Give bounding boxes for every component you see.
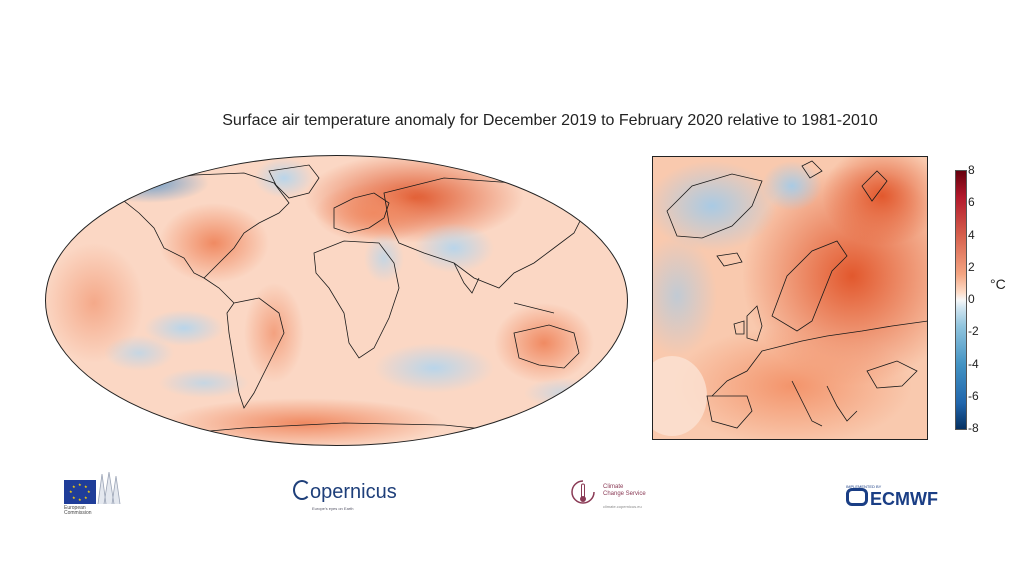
alaska-cool-anomaly [89, 163, 209, 203]
colorbar-tick: 4 [968, 227, 975, 242]
greenland-cool-anomaly [652, 161, 777, 251]
copernicus-logo: opernicus [293, 480, 397, 504]
world-anomaly-map [45, 155, 628, 446]
europe-map-border [652, 156, 928, 440]
colorbar-tick: 8 [968, 163, 975, 177]
temperature-colorbar [955, 170, 967, 430]
c3s-logo-text: Climate Change Service [603, 484, 646, 497]
colorbar-tick: 6 [968, 195, 975, 210]
map-title: Surface air temperature anomaly for Dece… [222, 112, 878, 129]
copernicus-c-icon [293, 480, 311, 500]
colorbar-tick: -4 [968, 356, 979, 371]
c3s-thermometer-icon [571, 480, 595, 504]
colorbar-tick: -2 [968, 324, 979, 339]
ecmwf-logo: ECMWF [846, 488, 938, 510]
world-map-border [45, 155, 628, 446]
colorbar-unit: °C [990, 276, 1006, 292]
copernicus-tagline: Europe's eyes on Earth [312, 506, 354, 511]
colorbar-tick: -8 [968, 421, 979, 435]
europe-coastlines [666, 160, 928, 429]
ec-logo-text: European Commission [64, 505, 92, 516]
ec-building-icon [97, 471, 121, 504]
ecmwf-mark-icon [846, 488, 868, 506]
colorbar-tick: 0 [968, 292, 975, 306]
colorbar-tick: -6 [968, 388, 979, 403]
colorbar-tick: 2 [968, 259, 975, 274]
europe-anomaly-map [652, 156, 928, 440]
eu-flag-icon: ★ ★ ★ ★ ★ ★ ★ ★ [64, 480, 96, 504]
ecmwf-tagline: IMPLEMENTED BY [846, 484, 882, 489]
c3s-url: climate.copernicus.eu [603, 504, 642, 509]
